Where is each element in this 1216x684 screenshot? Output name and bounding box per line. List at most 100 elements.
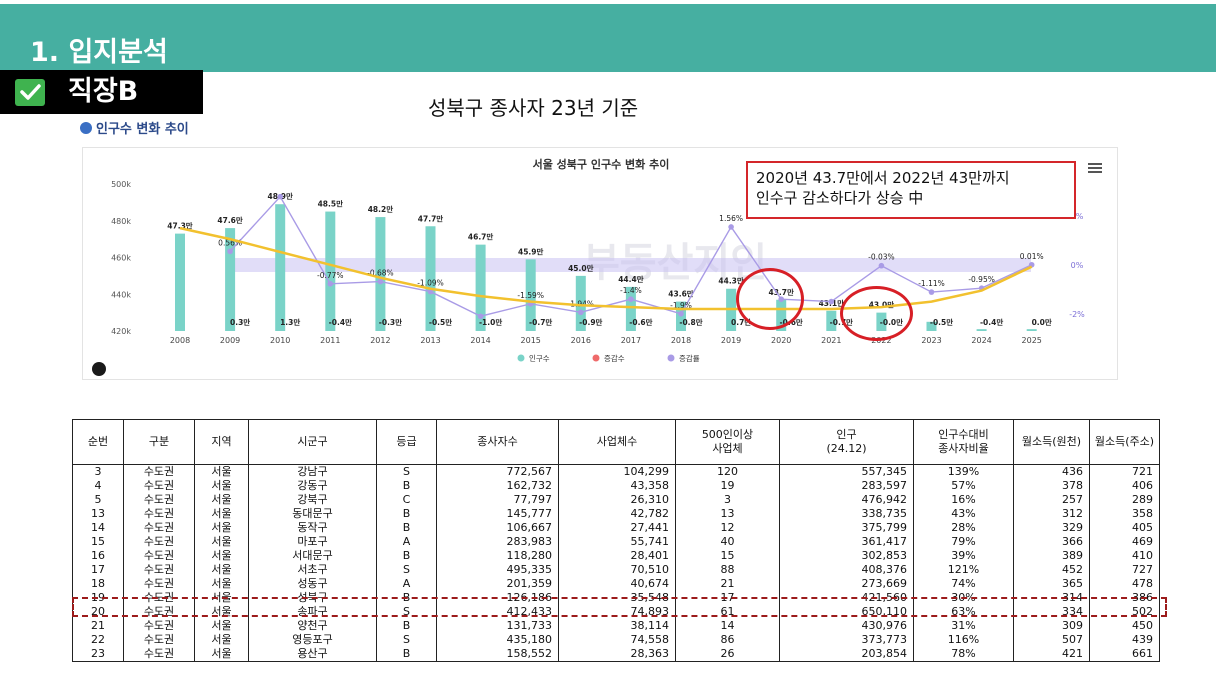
table-cell: 408,376: [779, 563, 914, 577]
rate-point: [928, 289, 935, 295]
table-cell: 421,560: [779, 591, 914, 605]
table-cell: 139%: [913, 464, 1014, 479]
checkbox-icon: [15, 79, 45, 106]
bar: [475, 244, 486, 331]
table-cell: 289: [1089, 493, 1160, 507]
table-cell: 수도권: [123, 521, 195, 535]
table-cell: 15: [675, 549, 780, 563]
rate-point: [327, 280, 334, 287]
table-cell: B: [376, 647, 437, 662]
table-cell: 358: [1089, 507, 1160, 521]
table-cell: 21: [72, 619, 124, 633]
table-cell: 727: [1089, 563, 1160, 577]
table-cell: 104,299: [558, 464, 676, 479]
table-cell: 강남구: [248, 464, 377, 479]
table-cell: B: [376, 619, 437, 633]
table-cell: 469: [1089, 535, 1160, 549]
table-cell: 40: [675, 535, 780, 549]
table-row: 18 수도권 서울 성동구 A 201,359 40,674 21 273,669 74% 365 4…: [72, 577, 1160, 591]
legend-marker: [517, 354, 525, 362]
table-row: 14 수도권 서울 동작구 B 106,667 27,441 12 375,799 28% 329 4…: [72, 521, 1160, 535]
table-cell: 439: [1089, 633, 1160, 647]
table-cell: 서울: [194, 647, 249, 662]
rate-data-label: -1.59%: [517, 291, 544, 300]
bar-data-label: 44.4만: [618, 274, 644, 284]
table-cell: 476,942: [779, 493, 914, 507]
table-cell: 수도권: [123, 633, 195, 647]
table-cell: 28,401: [558, 549, 676, 563]
change-count-label: 0.7만: [731, 317, 751, 327]
table-cell: 5: [72, 493, 124, 507]
table-cell: 273,669: [779, 577, 914, 591]
table-cell: S: [376, 464, 437, 479]
bar: [425, 226, 436, 331]
callout-line-2: 인수구 감소하다가 상승 中: [756, 189, 924, 207]
highlight-circle-2020: [736, 268, 804, 330]
table-cell: 26,310: [558, 493, 676, 507]
table-cell: 동대문구: [248, 507, 377, 521]
table-cell: 21: [675, 577, 780, 591]
table-cell: 314: [1013, 591, 1090, 605]
table-cell: 성북구: [248, 591, 377, 605]
table-cell: 257: [1013, 493, 1090, 507]
rate-point: [227, 248, 233, 255]
x-axis-tick-label: 2024: [971, 336, 991, 345]
change-count-label: -0.4만: [980, 317, 1003, 327]
table-cell: 수도권: [123, 464, 195, 479]
table-cell: S: [376, 563, 437, 577]
bar-data-label: 44.3만: [718, 276, 744, 286]
table-cell: 410: [1089, 549, 1160, 563]
table-cell: 송파구: [248, 605, 377, 619]
table-cell: 120: [675, 464, 780, 479]
bar-data-label: 47.3만: [167, 221, 193, 231]
table-cell: 450: [1089, 619, 1160, 633]
chart-panel-label-text: 인구수 변화 추이: [96, 122, 189, 137]
employment-table: 순번 구분 지역 시군구 등급 종사자수 사업체수 500인이상 사업체 인구 (24.12) 인…: [72, 419, 1160, 662]
table-cell: 서대문구: [248, 549, 377, 563]
table-cell: 55,741: [558, 535, 676, 549]
table-cell: 412,433: [436, 605, 559, 619]
table-cell: 131,733: [436, 619, 559, 633]
table-cell: 서울: [194, 605, 249, 619]
table-cell: 3: [675, 493, 780, 507]
chart-svg: 서울 성북구 인구수 변화 추이범례 전체 단계부동산지인500k480k460…: [111, 157, 1102, 363]
table-cell: 126,186: [436, 591, 559, 605]
callout-box: 2020년 43.7만에서 2022년 43만까지 인수구 감소하다가 상승 中: [746, 161, 1076, 219]
table-cell: 421: [1013, 647, 1090, 662]
table-cell: 495,335: [436, 563, 559, 577]
bar: [976, 329, 987, 331]
rate-data-label: -0.95%: [968, 275, 995, 284]
table-cell: 35,548: [558, 591, 676, 605]
table-cell: 28,363: [558, 647, 676, 662]
x-axis-tick-label: 2017: [621, 336, 641, 345]
table-cell: 서울: [194, 633, 249, 647]
table-cell: S: [376, 605, 437, 619]
table-cell: 17: [675, 591, 780, 605]
rate-data-label: -0.03%: [868, 253, 895, 262]
table-cell: 406: [1089, 479, 1160, 493]
column-header: 월소득(주소): [1089, 419, 1160, 465]
change-count-label: -1.0만: [479, 317, 502, 327]
badge-label: 직장B: [68, 76, 139, 107]
change-count-label: -0.4만: [329, 317, 352, 327]
rate-data-label: -1.11%: [918, 279, 945, 288]
table-cell: 116%: [913, 633, 1014, 647]
table-cell: 302,853: [779, 549, 914, 563]
table-cell: 721: [1089, 464, 1160, 479]
table-cell: 661: [1089, 647, 1160, 662]
chart-title: 서울 성북구 인구수 변화 추이: [533, 157, 670, 171]
bar: [926, 321, 937, 331]
rate-data-label: 1.56%: [719, 214, 743, 223]
legend-label: 증감률: [679, 353, 700, 363]
table-cell: 양천구: [248, 619, 377, 633]
table-cell: 15: [72, 535, 124, 549]
table-cell: 18: [72, 577, 124, 591]
table-cell: 서울: [194, 507, 249, 521]
table-cell: 서울: [194, 493, 249, 507]
table-cell: 수도권: [123, 549, 195, 563]
column-header: 등급: [376, 419, 437, 465]
rate-data-label: -1.9%: [670, 301, 692, 310]
table-cell: 365: [1013, 577, 1090, 591]
bar-data-label: 45.9만: [518, 246, 544, 256]
table-row: 15 수도권 서울 마포구 A 283,983 55,741 40 361,417 79% 366 4…: [72, 535, 1160, 549]
